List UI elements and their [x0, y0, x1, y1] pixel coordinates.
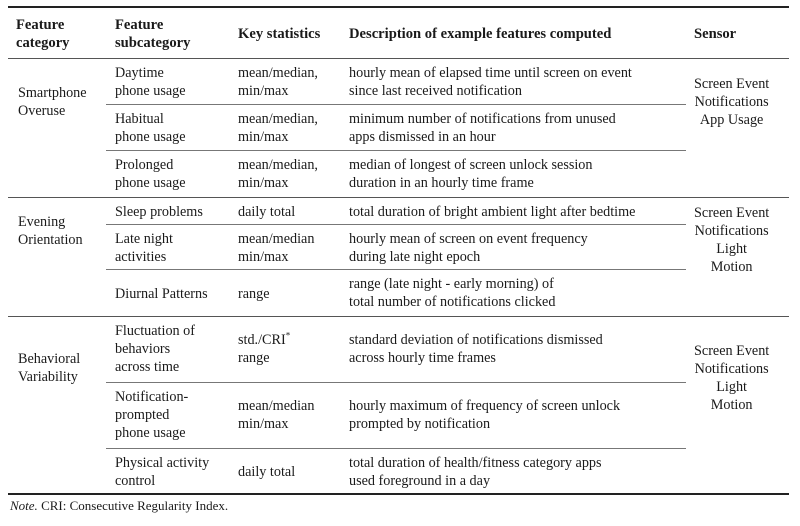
subcategory-cell: Sleep problems [115, 204, 203, 220]
header-rule [8, 58, 789, 59]
description-cell: hourly mean of elapsed time until screen… [349, 65, 632, 99]
category-evening-orientation: Evening Orientation [18, 214, 83, 248]
subcategory-cell: Habitual phone usage [115, 111, 186, 145]
header-stats: Key statistics [238, 26, 321, 42]
group-rule [8, 316, 789, 317]
subcategory-cell: Prolonged phone usage [115, 157, 186, 191]
row-divider [106, 150, 686, 151]
stats-cell: mean/median min/max [238, 398, 315, 432]
category-behavioral-variability: Behavioral Variability [18, 351, 81, 385]
stats-cell: mean/median, min/max [238, 157, 318, 191]
stats-cell: daily total [238, 464, 296, 480]
header-category: Feature category [16, 17, 70, 51]
subcategory-cell: Late night activities [115, 231, 173, 265]
row-divider [106, 382, 686, 383]
sensor-list: Screen Event Notifications Light Motion [694, 205, 770, 275]
sensor-list: Screen Event Notifications Light Motion [694, 343, 770, 413]
description-cell: hourly mean of screen on event frequency… [349, 231, 588, 265]
row-divider [106, 448, 686, 449]
description-cell: total duration of health/fitness categor… [349, 455, 602, 489]
table-note: Note. CRI: Consecutive Regularity Index. [10, 498, 228, 514]
row-divider [106, 224, 686, 225]
stats-cell: std./CRI* range [238, 330, 291, 366]
stats-cell: daily total [238, 204, 296, 220]
stats-cell: mean/median, min/max [238, 65, 318, 99]
description-cell: range (late night - early morning) of tot… [349, 276, 556, 310]
description-cell: hourly maximum of frequency of screen un… [349, 398, 621, 432]
note-label: Note. [10, 498, 38, 513]
stats-cell: mean/median min/max [238, 231, 315, 265]
subcategory-cell: Daytime phone usage [115, 65, 186, 99]
note-text: CRI: Consecutive Regularity Index. [37, 498, 229, 513]
description-cell: minimum number of notifications from unu… [349, 111, 616, 145]
sensor-list: Screen Event Notifications App Usage [694, 76, 770, 128]
category-smartphone-overuse: Smartphone Overuse [18, 85, 87, 119]
subcategory-cell: Notification-prompted phone usage [115, 389, 189, 441]
description-cell: standard deviation of notifications dism… [349, 332, 603, 366]
header-subcategory: Feature subcategory [115, 17, 191, 51]
row-divider [106, 104, 686, 105]
subcategory-cell: Fluctuation of behaviors across time [115, 323, 195, 375]
description-cell: median of longest of screen unlock sessi… [349, 157, 593, 191]
subcategory-cell: Physical activity control [115, 455, 210, 489]
footnote-mark: * [285, 330, 291, 341]
description-cell: total duration of bright ambient light a… [349, 204, 636, 220]
group-rule [8, 197, 789, 198]
stats-cell: range [238, 286, 270, 302]
subcategory-cell: Diurnal Patterns [115, 286, 208, 302]
bottom-rule [8, 493, 789, 495]
header-description: Description of example features computed [349, 26, 612, 42]
header-sensor: Sensor [694, 26, 737, 42]
row-divider [106, 269, 686, 270]
top-rule [8, 6, 789, 8]
stats-cell: mean/median, min/max [238, 111, 318, 145]
